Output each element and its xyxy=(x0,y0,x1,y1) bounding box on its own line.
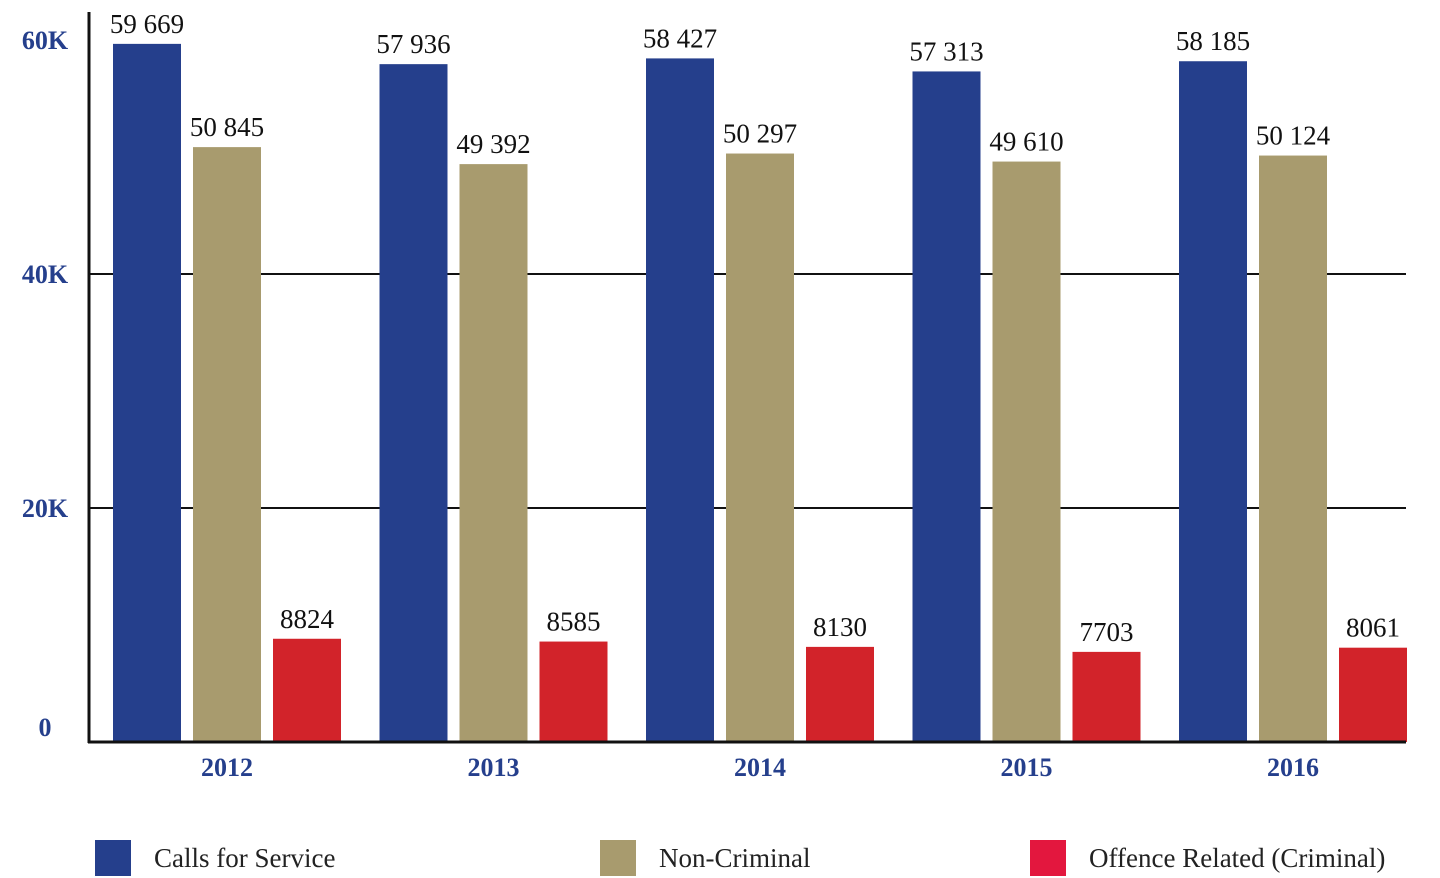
bar xyxy=(273,639,341,742)
data-label: 8061 xyxy=(1346,613,1400,643)
data-label: 8585 xyxy=(547,607,601,637)
x-tick-label: 2014 xyxy=(734,753,786,782)
bar xyxy=(1179,61,1247,742)
bar xyxy=(1073,652,1141,742)
bars xyxy=(113,44,1407,742)
data-label: 49 392 xyxy=(456,129,530,159)
data-label: 8130 xyxy=(813,612,867,642)
data-label: 50 297 xyxy=(723,119,797,149)
bar xyxy=(113,44,181,742)
legend-label: Calls for Service xyxy=(154,843,335,873)
y-axis-ticks: 0 20K 40K 60K xyxy=(22,26,69,742)
data-label: 58 427 xyxy=(643,23,717,53)
legend-label: Non-Criminal xyxy=(659,843,810,873)
bar xyxy=(726,154,794,742)
x-tick-label: 2013 xyxy=(468,753,520,782)
bar xyxy=(460,164,528,742)
bar xyxy=(806,647,874,742)
bar xyxy=(913,71,981,742)
y-tick-label: 40K xyxy=(22,260,69,289)
data-label: 50 845 xyxy=(190,112,264,142)
bar xyxy=(1339,648,1407,742)
data-label: 7703 xyxy=(1080,617,1134,647)
x-tick-label: 2012 xyxy=(201,753,253,782)
bar xyxy=(1259,156,1327,742)
data-label: 49 610 xyxy=(989,127,1063,157)
data-label: 57 936 xyxy=(376,29,450,59)
y-tick-label: 60K xyxy=(22,26,69,55)
bar xyxy=(993,162,1061,742)
legend-swatch xyxy=(600,840,636,876)
x-tick-label: 2015 xyxy=(1001,753,1053,782)
bar xyxy=(193,147,261,742)
bar xyxy=(380,64,448,742)
y-tick-label: 0 xyxy=(39,713,52,742)
y-tick-label: 20K xyxy=(22,494,69,523)
data-label: 57 313 xyxy=(909,36,983,66)
legend-label: Offence Related (Criminal) xyxy=(1089,843,1385,873)
bar xyxy=(646,58,714,742)
data-label: 58 185 xyxy=(1176,26,1250,56)
x-tick-label: 2016 xyxy=(1267,753,1319,782)
data-label: 59 669 xyxy=(110,9,184,39)
legend-swatch xyxy=(95,840,131,876)
legend-swatch xyxy=(1030,840,1066,876)
bar xyxy=(540,642,608,742)
legend: Calls for Service Non-Criminal Offence Rel… xyxy=(95,840,1385,876)
data-label: 8824 xyxy=(280,604,335,634)
x-axis-ticks: 2012 2013 2014 2015 2016 xyxy=(201,753,1319,782)
data-label: 50 124 xyxy=(1256,121,1331,151)
